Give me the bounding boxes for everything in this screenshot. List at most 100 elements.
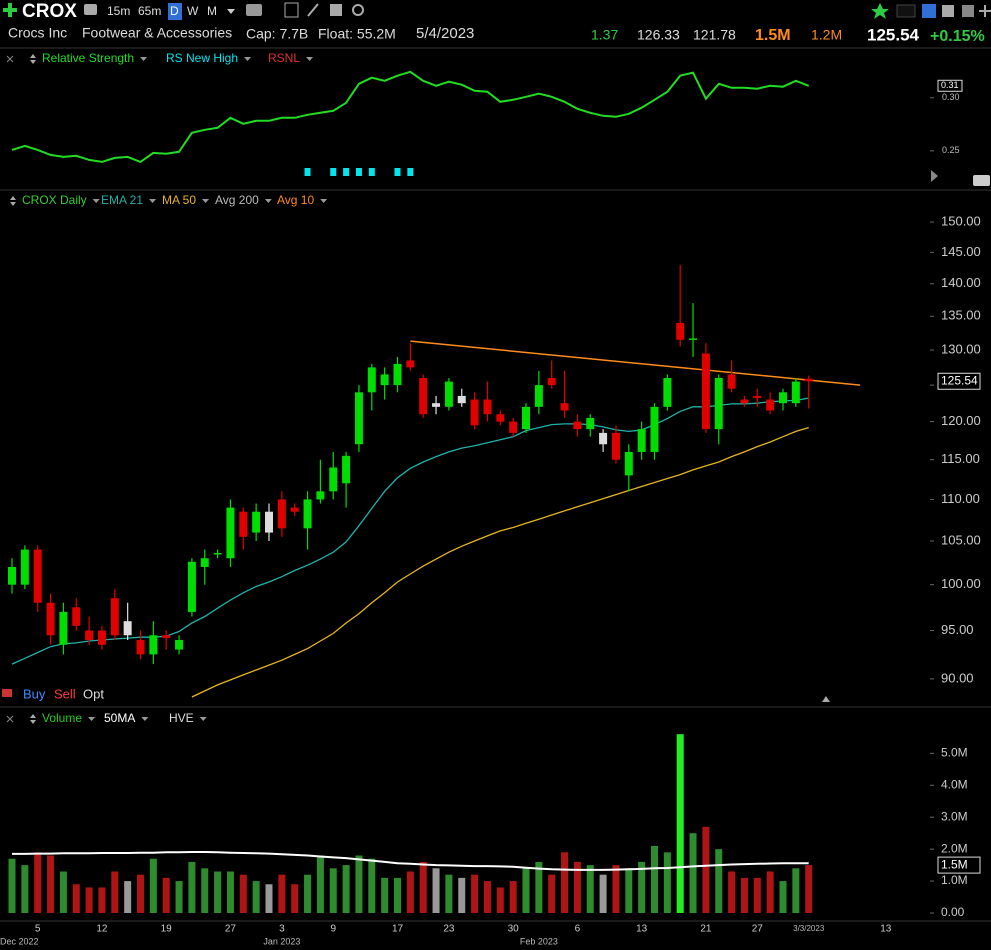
- s-icon[interactable]: [922, 4, 936, 18]
- candle-body: [239, 511, 248, 537]
- candle-body: [573, 421, 582, 430]
- month-label: Dec 2022: [0, 936, 39, 946]
- candle-body: [637, 429, 646, 452]
- candle-body: [701, 353, 710, 430]
- interval[interactable]: D: [170, 4, 179, 18]
- volume-bar: [561, 852, 569, 913]
- options-button[interactable]: Opt: [83, 686, 104, 701]
- interval[interactable]: M: [207, 4, 217, 18]
- volume-bar: [278, 874, 286, 913]
- move-icon[interactable]: [979, 5, 991, 17]
- trend-line: [410, 340, 861, 386]
- legend-handle: [30, 54, 36, 64]
- volume-bar: [175, 881, 183, 913]
- interval-selected: [168, 3, 182, 20]
- candle-body: [8, 566, 16, 585]
- tool-icon[interactable]: [246, 4, 262, 16]
- volume-bar: [715, 849, 723, 913]
- legend-item[interactable]: Volume: [42, 711, 82, 725]
- candle-body: [367, 367, 376, 393]
- close-icon[interactable]: [6, 715, 14, 723]
- legend-dropdown: [140, 57, 148, 61]
- interval[interactable]: 15m: [107, 4, 130, 18]
- candle-body: [123, 621, 132, 636]
- legend-item[interactable]: RS New High: [166, 51, 238, 65]
- y-tick-label: 4.0M: [941, 777, 968, 791]
- interval[interactable]: W: [187, 4, 199, 18]
- x-tick-label: 27: [225, 924, 237, 935]
- icon[interactable]: [962, 5, 974, 17]
- candle-body: [290, 507, 299, 512]
- legend-item[interactable]: 50MA: [104, 711, 135, 725]
- add-icon[interactable]: [3, 3, 17, 17]
- candle-body: [650, 406, 659, 452]
- close-icon[interactable]: [6, 55, 14, 63]
- volume-bar: [188, 861, 196, 913]
- candle-body: [406, 360, 415, 368]
- scroll-arrow[interactable]: [931, 170, 938, 182]
- candle-body: [419, 377, 428, 415]
- volume-bar: [496, 887, 504, 913]
- candle-body: [200, 558, 209, 567]
- legend-item[interactable]: Avg 10: [277, 193, 314, 207]
- legend-item[interactable]: EMA 21: [101, 193, 143, 207]
- legend-item[interactable]: RSNL: [268, 51, 300, 65]
- legend-dropdown: [141, 717, 149, 721]
- volume-bar: [779, 881, 787, 913]
- candle-body: [85, 630, 94, 640]
- candle-body: [432, 403, 441, 407]
- indicator-line: [12, 851, 809, 871]
- y-tick-label: 110.00: [941, 491, 980, 506]
- candle-body: [753, 395, 762, 399]
- volume-bar: [753, 877, 761, 913]
- buy-button[interactable]: Buy: [23, 686, 46, 701]
- candle-body: [33, 549, 42, 603]
- candle-body: [740, 399, 749, 404]
- symbol-menu-icon[interactable]: [84, 4, 97, 15]
- new-high-marker: [368, 168, 375, 176]
- month-label: Jan 2023: [263, 936, 300, 946]
- volume-bar: [689, 833, 697, 913]
- new-high-marker: [394, 168, 401, 176]
- legend-item[interactable]: MA 50: [162, 193, 196, 207]
- candle-body: [689, 338, 698, 340]
- interval[interactable]: 65m: [138, 4, 161, 18]
- volume-bar: [676, 734, 684, 913]
- star-icon[interactable]: [871, 3, 889, 19]
- dropdown-arrow[interactable]: [227, 9, 235, 14]
- icon[interactable]: [942, 5, 954, 17]
- rt-icon[interactable]: [896, 4, 916, 18]
- tool-icon[interactable]: [284, 2, 299, 18]
- candle-body: [483, 399, 492, 415]
- legend-item[interactable]: Relative Strength: [42, 51, 134, 65]
- candle-body: [265, 511, 273, 533]
- tool-icon[interactable]: [352, 4, 364, 16]
- tool-icon[interactable]: [307, 3, 319, 17]
- candle-body: [547, 377, 556, 386]
- volume-bar: [445, 874, 453, 913]
- last-value-box: [937, 79, 963, 92]
- tool-icon[interactable]: [330, 4, 342, 16]
- month-label: Feb 2023: [520, 936, 558, 946]
- volume-bar: [21, 865, 29, 913]
- volume: 1.5M: [755, 27, 791, 44]
- scroll-arrow[interactable]: [822, 696, 830, 702]
- trade-icon[interactable]: [2, 689, 12, 697]
- candle-body: [804, 378, 813, 382]
- y-tick-label: 95.00: [941, 622, 974, 637]
- volume-bar: [535, 861, 543, 913]
- symbol[interactable]: CROX: [22, 1, 77, 22]
- legend-item[interactable]: HVE: [169, 711, 194, 725]
- new-high-marker: [355, 168, 362, 176]
- scroll-button[interactable]: [973, 175, 990, 186]
- volume-bar: [625, 868, 633, 913]
- legend-item[interactable]: Avg 200: [215, 193, 259, 207]
- legend-item[interactable]: CROX Daily: [22, 193, 87, 207]
- y-tick-label: 145.00: [941, 244, 981, 259]
- candle-body: [791, 381, 800, 404]
- sell-button[interactable]: Sell: [54, 686, 76, 701]
- x-tick-label: 19: [161, 924, 173, 935]
- candle-body: [72, 607, 81, 626]
- legend-dropdown: [306, 57, 314, 61]
- volume-bar: [458, 877, 466, 913]
